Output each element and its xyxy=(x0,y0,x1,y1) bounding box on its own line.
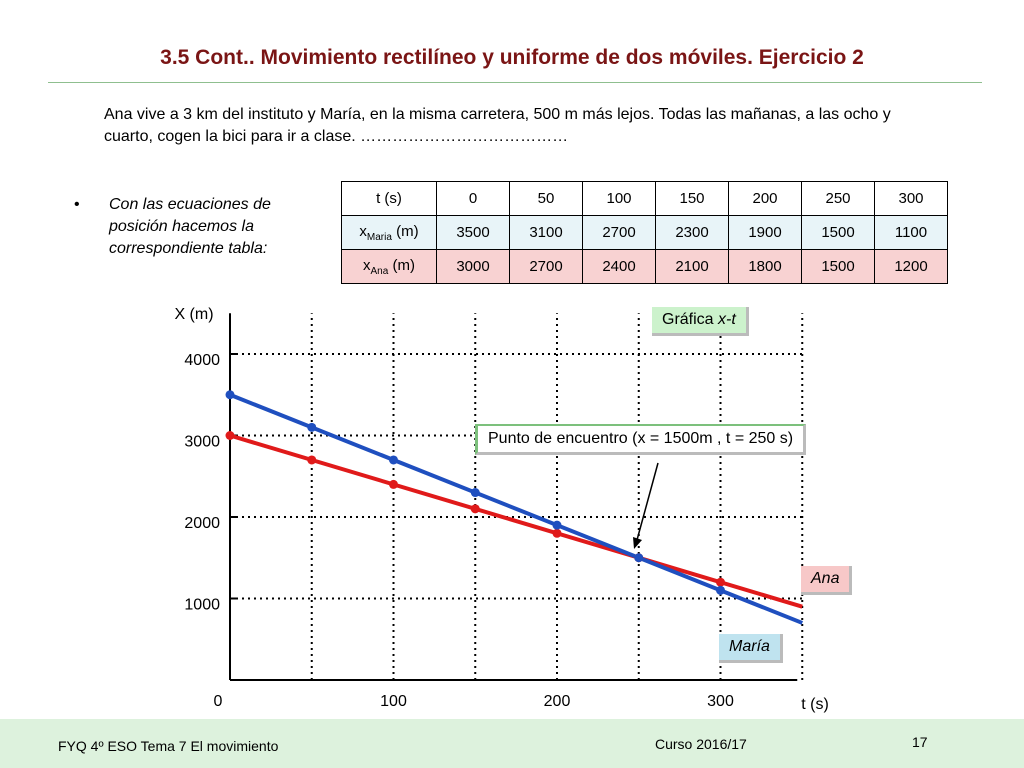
data-point xyxy=(225,431,235,440)
values-table: t (s) 0 50 100 150 200 250 300 xMaria (m… xyxy=(341,181,948,284)
bullet-text: Con las ecuaciones de posición hacemos l… xyxy=(109,196,271,257)
data-point xyxy=(470,504,480,514)
x-tick-label: 300 xyxy=(707,693,734,710)
title-divider xyxy=(48,82,982,83)
chart-title-box: Gráfica x-t xyxy=(652,307,749,336)
data-point xyxy=(225,390,235,400)
y-tick-label: 4000 xyxy=(184,352,220,369)
table-row-maria: xMaria (m) 3500 3100 2700 2300 1900 1500… xyxy=(341,215,948,250)
y-tick-label: 1000 xyxy=(184,597,220,614)
bullet-marker: • xyxy=(74,196,80,213)
chart-title-label: Gráfica x-t xyxy=(662,311,736,328)
data-point xyxy=(389,479,398,489)
data-point xyxy=(307,455,317,465)
table-cell: 2700 xyxy=(582,215,656,250)
table-header-t: t (s) xyxy=(341,181,437,216)
table-cell: 2400 xyxy=(582,249,656,284)
slide-title: 3.5 Cont.. Movimiento rectilíneo y unifo… xyxy=(160,46,864,69)
table-cell: 1800 xyxy=(728,249,802,284)
chart-series xyxy=(225,390,803,625)
x-tick-label: 200 xyxy=(544,693,571,710)
table-cell: 100 xyxy=(582,181,656,216)
table-header-ana: xAna (m) xyxy=(341,249,437,284)
table-cell: 1900 xyxy=(728,215,802,250)
meeting-point-label: Punto de encuentro (x = 1500m , t = 250 … xyxy=(475,424,807,455)
data-point xyxy=(470,488,480,498)
chart-grid xyxy=(230,313,804,680)
table-cell: 200 xyxy=(728,181,802,216)
table-cell: 1100 xyxy=(874,215,948,250)
table-cell: 0 xyxy=(436,181,510,216)
ana-series-label: Ana xyxy=(801,566,853,595)
table-cell: 2100 xyxy=(655,249,729,284)
table-cell: 50 xyxy=(509,181,583,216)
footer-bar xyxy=(0,719,1024,768)
data-point xyxy=(716,577,725,587)
footer-course: FYQ 4º ESO Tema 7 El movimiento xyxy=(58,738,279,754)
x-tick-label: 0 xyxy=(214,693,223,710)
table-cell: 1500 xyxy=(801,249,875,284)
table-cell: 3100 xyxy=(509,215,583,250)
table-cell: 250 xyxy=(801,181,875,216)
x-tick-label: 100 xyxy=(380,693,407,710)
data-point xyxy=(389,455,398,465)
data-point xyxy=(307,422,317,432)
table-cell: 1500 xyxy=(801,215,875,250)
y-tick-label: 2000 xyxy=(184,515,220,532)
footer-year: Curso 2016/17 xyxy=(655,736,747,752)
table-cell: 1200 xyxy=(874,249,948,284)
data-point xyxy=(716,585,725,595)
maria-series-label: María xyxy=(719,634,783,663)
table-cell: 2700 xyxy=(509,249,583,284)
table-header-maria: xMaria (m) xyxy=(341,215,437,250)
series-line xyxy=(229,433,803,609)
data-point xyxy=(552,520,562,530)
y-tick-label: 3000 xyxy=(184,434,220,451)
table-row-ana: xAna (m) 3000 2700 2400 2100 1800 1500 1… xyxy=(341,249,948,284)
intro-text: Ana vive a 3 km del instituto y María, e… xyxy=(104,106,891,145)
table-cell: 150 xyxy=(655,181,729,216)
data-point xyxy=(634,553,644,563)
meeting-arrow xyxy=(636,462,659,541)
table-row-time: t (s) 0 50 100 150 200 250 300 xyxy=(341,181,948,216)
table-cell: 3000 xyxy=(436,249,510,284)
x-axis-label: t (s) xyxy=(801,696,829,713)
page-number: 17 xyxy=(912,734,928,750)
chart-axes: 0 100 200 300 1000 2000 3000 4000 t (s) X (m) xyxy=(174,306,828,713)
table-cell: 2300 xyxy=(655,215,729,250)
series-line xyxy=(229,392,803,625)
data-point xyxy=(552,528,562,538)
table-cell: 300 xyxy=(874,181,948,216)
meeting-arrow-head xyxy=(633,537,642,549)
y-axis-label: X (m) xyxy=(174,306,213,323)
